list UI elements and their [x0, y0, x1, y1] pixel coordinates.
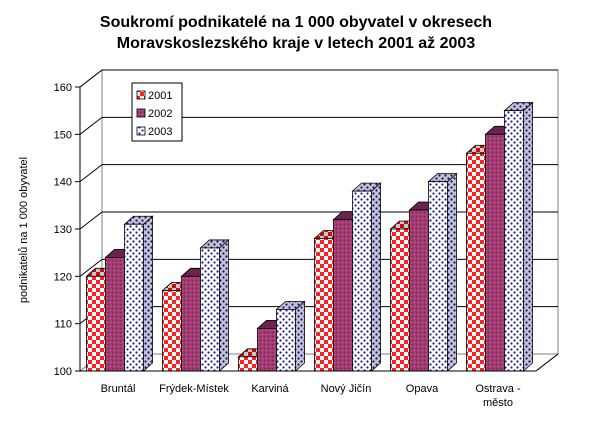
bar-2003-1 [199, 239, 230, 372]
x-axis-depth-line [535, 353, 559, 372]
category-label-line: Karviná [251, 383, 289, 395]
legend-label-2003: 2003 [148, 126, 172, 138]
category-label-line: Ostrava - [475, 383, 521, 395]
bar-front [105, 256, 125, 372]
category-label-line: Nový Jičín [321, 383, 372, 395]
bar-2003-3 [351, 182, 382, 372]
bar-front [276, 309, 296, 372]
legend-swatch-2003 [136, 126, 146, 136]
gridline-side [79, 211, 103, 230]
bar-2003-4 [427, 172, 458, 372]
bar-front [504, 110, 524, 372]
bar-side [523, 101, 533, 372]
y-tick-label: 100 [54, 366, 72, 378]
category-label-line: Frýdek-Místek [159, 383, 229, 395]
legend-label-2001: 2001 [148, 90, 172, 102]
bar-2003-0 [123, 215, 154, 372]
gridline-side [79, 69, 103, 88]
category-label-line: Bruntál [101, 383, 136, 395]
chart-title-line-2: Moravskoslezského kraje v letech 2001 až… [116, 35, 476, 52]
bar-front [409, 209, 429, 372]
category-label: Opava [406, 383, 439, 395]
y-tick-label: 130 [54, 224, 72, 236]
bar-front [466, 152, 486, 372]
bar-front [86, 275, 106, 372]
bar-front [352, 190, 372, 372]
bar-2003-5 [503, 101, 534, 372]
category-label: Karviná [251, 383, 289, 395]
chart-title: Soukromí podnikatelé na 1 000 obyvatel v… [0, 12, 592, 54]
y-tick-label: 120 [54, 271, 72, 283]
axes [75, 86, 559, 372]
bar-side [371, 182, 381, 372]
bars [85, 101, 534, 372]
bar-front [200, 247, 220, 372]
bar-side [219, 239, 229, 372]
category-label-line: město [483, 397, 513, 409]
bar-front [314, 238, 334, 372]
bar-front [390, 228, 410, 372]
bar-front [428, 181, 448, 372]
legend-swatch-2002 [136, 108, 146, 118]
bar-front [333, 219, 353, 372]
y-axis-label: podnikatelů na 1 000 obyvatel [18, 157, 30, 303]
category-label: Frýdek-Místek [159, 383, 229, 395]
chart-title-line-1: Soukromí podnikatelé na 1 000 obyvatel v… [99, 14, 493, 31]
legend-label-2002: 2002 [148, 108, 172, 120]
legend-swatch-2001 [136, 90, 146, 100]
bar-side [143, 215, 153, 372]
category-label: Bruntál [101, 383, 136, 395]
category-label: Nový Jičín [321, 383, 372, 395]
y-tick-label: 140 [54, 177, 72, 189]
y-tick-labels: 100 110 120 130 140 150 160 [54, 82, 72, 378]
bar-front [485, 133, 505, 372]
category-label-line: Opava [406, 383, 439, 395]
gridline-side [79, 164, 103, 183]
bar-front [238, 356, 258, 372]
bar-side [295, 300, 305, 372]
category-labels: Bruntál Frýdek-Místek Karviná Nový Jičín Opa… [101, 383, 521, 409]
y-tick-label: 150 [54, 129, 72, 141]
bar-front [124, 223, 144, 372]
y-tick-label: 110 [54, 319, 72, 331]
gridline-side [79, 258, 103, 277]
bar-2003-2 [275, 300, 306, 372]
y-tick-label: 160 [54, 82, 72, 94]
bar-front [162, 290, 182, 372]
gridline-side [79, 116, 103, 135]
bar-side [447, 172, 457, 372]
legend: 2001 2002 2003 [131, 82, 183, 142]
bar-front [181, 275, 201, 372]
bar-front [257, 327, 277, 372]
category-label: Ostrava - město [475, 383, 521, 409]
